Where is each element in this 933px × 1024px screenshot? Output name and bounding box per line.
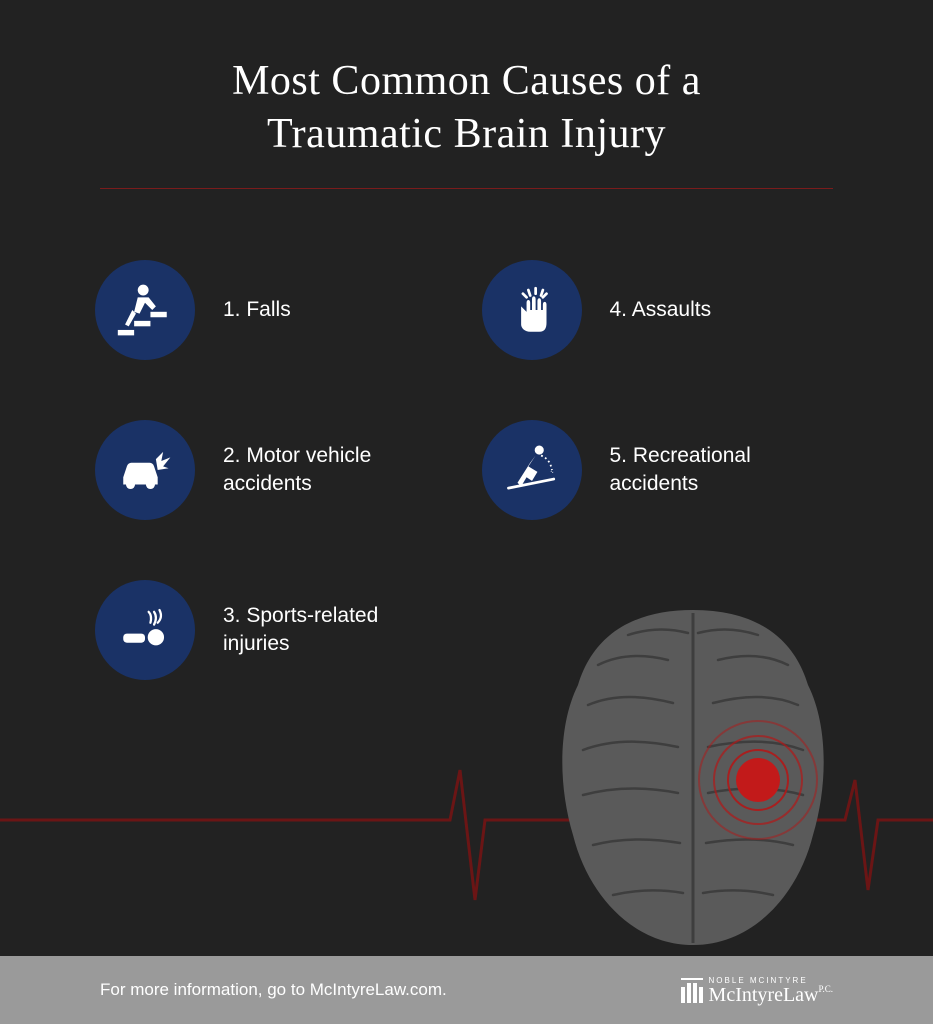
cause-item-assaults: 4. Assaults (482, 260, 839, 360)
footer-bar: For more information, go to McIntyreLaw.… (0, 956, 933, 1024)
cause-item-recreational: 5. Recreational accidents (482, 420, 839, 520)
logo-columns-icon (681, 978, 703, 1003)
assaults-icon (482, 260, 582, 360)
footer-text: For more information, go to McIntyreLaw.… (100, 980, 447, 1000)
cause-label: 4. Assaults (610, 296, 712, 324)
cause-label: 3. Sports-related injuries (223, 602, 378, 659)
mcintyre-logo: NOBLE MCINTYRE McIntyreLawP.C. (681, 976, 833, 1005)
title-line-2: Traumatic Brain Injury (267, 111, 666, 157)
ski-accident-icon (482, 420, 582, 520)
page-title: Most Common Causes of a Traumatic Brain … (0, 0, 933, 160)
cause-item-falls: 1. Falls (95, 260, 452, 360)
title-divider (100, 188, 833, 189)
cause-label: 5. Recreational accidents (610, 442, 751, 499)
logo-main-text: McIntyreLawP.C. (709, 985, 833, 1005)
sports-injury-icon (95, 580, 195, 680)
injury-pulse-marker (698, 720, 818, 840)
cause-item-motor-vehicle: 2. Motor vehicle accidents (95, 420, 452, 520)
cause-item-sports: 3. Sports-related injuries (95, 580, 452, 680)
cause-label: 2. Motor vehicle accidents (223, 442, 371, 499)
title-line-1: Most Common Causes of a (232, 58, 701, 104)
car-crash-icon (95, 420, 195, 520)
falls-icon (95, 260, 195, 360)
cause-label: 1. Falls (223, 296, 291, 324)
